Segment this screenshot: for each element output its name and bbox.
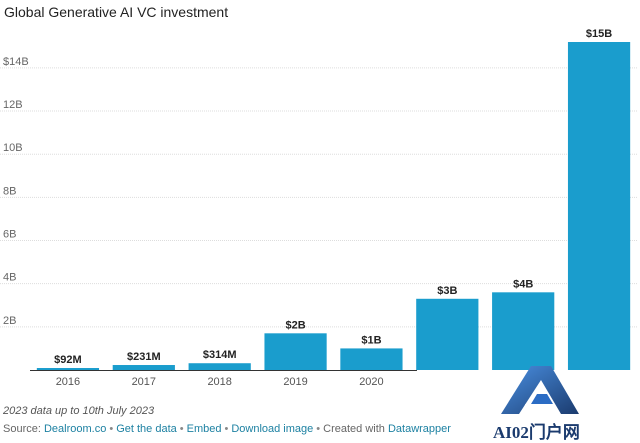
source-footer: Source: Dealroom.co • Get the data • Embed • D… <box>3 423 451 435</box>
bar-2017 <box>112 365 175 370</box>
embed-link[interactable]: Embed <box>186 423 222 435</box>
bar-2023 <box>567 42 631 370</box>
a-letter-logo-icon <box>501 366 579 414</box>
source-label: Source: <box>3 423 41 435</box>
y-axis-tick-labels: 2B 4B 6B 8B 10B 12B $14B <box>3 56 29 327</box>
y-tick-label: 12B <box>3 99 23 111</box>
value-labels: $92M $231M $314M $2B $1B $3B $4B $15B <box>54 28 612 366</box>
watermark-text: AI02门户网 <box>493 423 580 442</box>
value-label-2016: $92M <box>54 354 82 366</box>
value-label-2023: $15B <box>586 28 612 40</box>
bar-2016 <box>36 368 100 370</box>
value-label-2017: $231M <box>127 351 161 363</box>
value-label-2020: $1B <box>361 334 381 346</box>
x-tick-label-2020: 2020 <box>359 376 383 388</box>
bars <box>36 42 631 370</box>
bar-2020 <box>340 348 403 370</box>
value-label-2022: $4B <box>513 278 533 290</box>
x-tick-label-2016: 2016 <box>56 376 80 388</box>
y-tick-label: 4B <box>3 272 16 284</box>
bar-2018 <box>188 363 251 370</box>
download-image-link[interactable]: Download image <box>231 423 314 435</box>
x-tick-label-2017: 2017 <box>132 376 156 388</box>
gridlines <box>0 67 637 328</box>
chart-title: Global Generative AI VC investment <box>4 4 229 20</box>
source-link[interactable]: Dealroom.co <box>43 423 107 435</box>
x-tick-label-2019: 2019 <box>283 376 307 388</box>
y-tick-label: $14B <box>3 56 29 68</box>
bar-2019 <box>264 333 327 370</box>
y-tick-label: 6B <box>3 229 16 241</box>
datawrapper-link[interactable]: Datawrapper <box>387 423 451 435</box>
value-label-2018: $314M <box>203 349 237 361</box>
x-tick-label-2018: 2018 <box>207 376 231 388</box>
get-data-link[interactable]: Get the data <box>116 423 177 435</box>
created-with-label: Created with <box>323 423 385 435</box>
y-tick-label: 8B <box>3 185 16 197</box>
bar-2022 <box>492 292 555 370</box>
footnote: 2023 data up to 10th July 2023 <box>3 405 155 417</box>
y-tick-label: 10B <box>3 142 23 154</box>
x-axis-tick-labels: 2016 2017 2018 2019 2020 <box>56 376 384 388</box>
value-label-2019: $2B <box>285 319 305 331</box>
value-label-2021: $3B <box>437 285 457 297</box>
bar-2021 <box>416 298 479 370</box>
y-tick-label: 2B <box>3 315 16 327</box>
